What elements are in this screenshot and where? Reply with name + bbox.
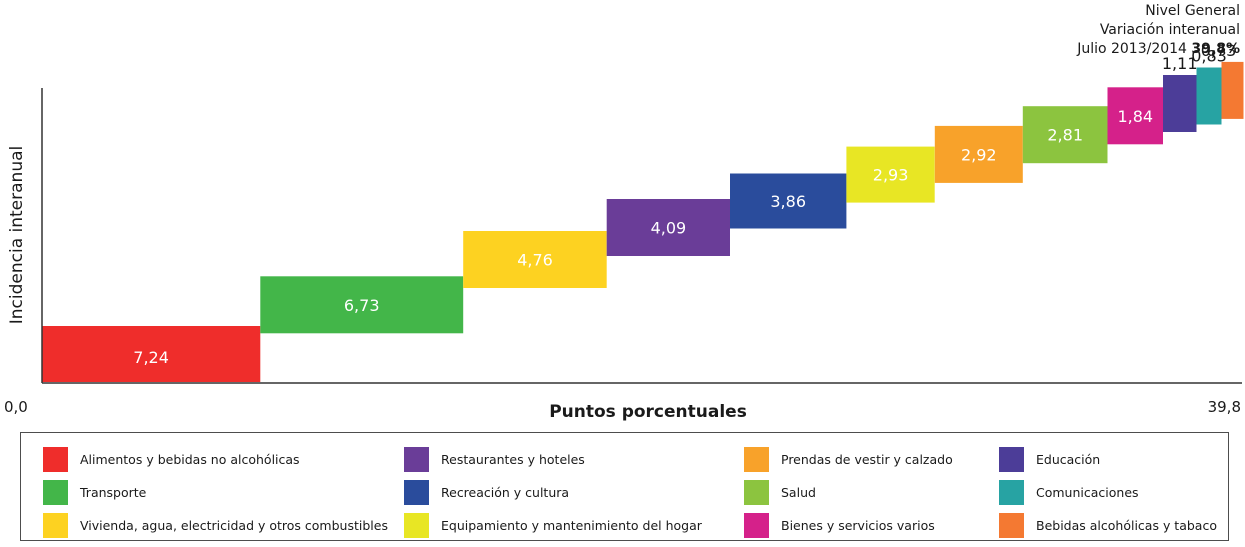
- bar-value-label-10: 1,11: [1162, 54, 1198, 73]
- legend-label: Alimentos y bebidas no alcohólicas: [80, 452, 300, 467]
- bar-10: [1163, 75, 1197, 132]
- header-line-3: Julio 2013/2014 39,8%: [1077, 40, 1240, 59]
- bar-4: [606, 199, 730, 256]
- legend: Alimentos y bebidas no alcohólicas Restau…: [20, 432, 1229, 541]
- legend-label: Vivienda, agua, electricidad y otros com…: [80, 518, 388, 533]
- bar-1: [42, 326, 261, 382]
- legend-label: Equipamiento y mantenimiento del hogar: [441, 518, 702, 533]
- bars-group: 7,24 6,73 4,76 4,09 3,86 2,93 2,92 2,81 1,84 1,11…: [42, 41, 1244, 382]
- legend-label: Educación: [1036, 452, 1101, 467]
- header-line-2: Variación interanual: [1099, 22, 1240, 38]
- legend-label: Recreación y cultura: [441, 485, 570, 500]
- bar-value-label-8: 2,81: [1047, 126, 1083, 145]
- legend-item: Educación: [999, 447, 1100, 472]
- legend-item: Recreación y cultura: [404, 480, 569, 505]
- bar-value-label-4: 4,09: [651, 219, 687, 238]
- legend-swatch: [744, 513, 769, 538]
- total-variation-value: 39,8%: [1191, 41, 1240, 57]
- legend-label: Bebidas alcohólicas y tabaco: [1036, 518, 1217, 533]
- bar-5: [730, 173, 847, 229]
- x-tick-start: 0,0: [4, 398, 28, 416]
- bar-8: [1022, 106, 1108, 164]
- bar-value-label-2: 6,73: [344, 296, 380, 315]
- legend-item: Vivienda, agua, electricidad y otros com…: [43, 513, 388, 538]
- legend-item: Salud: [744, 480, 816, 505]
- bar-value-label-7: 2,92: [961, 145, 997, 164]
- legend-swatch: [43, 480, 68, 505]
- legend-item: Bebidas alcohólicas y tabaco: [999, 513, 1217, 538]
- legend-item: Bienes y servicios varios: [744, 513, 935, 538]
- legend-swatch: [43, 513, 68, 538]
- legend-label: Salud: [781, 485, 816, 500]
- legend-swatch: [999, 513, 1024, 538]
- bar-value-label-5: 3,86: [770, 192, 806, 211]
- bar-7: [934, 125, 1023, 183]
- legend-item: Alimentos y bebidas no alcohólicas: [43, 447, 300, 472]
- y-axis-title: Incidencia interanual: [7, 146, 27, 325]
- period-label: Julio 2013/2014: [1077, 41, 1187, 57]
- bar-value-label-9: 1,84: [1117, 107, 1153, 126]
- bar-3: [463, 231, 607, 288]
- bar-9: [1107, 87, 1163, 145]
- bar-11: [1196, 67, 1222, 125]
- legend-swatch: [999, 480, 1024, 505]
- bar-value-label-12: 0,73: [1201, 41, 1237, 60]
- legend-label: Prendas de vestir y calzado: [781, 452, 953, 467]
- legend-item: Transporte: [43, 480, 146, 505]
- header-line-1: Nivel General: [1145, 3, 1240, 19]
- legend-item: Restaurantes y hoteles: [404, 447, 585, 472]
- bar-value-label-1: 7,24: [133, 348, 169, 367]
- waterfall-chart: 7,24 6,73 4,76 4,09 3,86 2,93 2,92 2,81 1,84 1,11…: [4, 41, 1244, 422]
- bar-6: [846, 146, 935, 203]
- x-tick-end: 39,8: [1208, 398, 1241, 416]
- bar-value-label-3: 4,76: [517, 251, 553, 270]
- legend-swatch: [404, 480, 429, 505]
- legend-swatch: [999, 447, 1024, 472]
- legend-item: Prendas de vestir y calzado: [744, 447, 953, 472]
- legend-label: Restaurantes y hoteles: [441, 452, 585, 467]
- legend-label: Comunicaciones: [1036, 485, 1139, 500]
- legend-swatch: [744, 447, 769, 472]
- legend-item: Comunicaciones: [999, 480, 1139, 505]
- bar-value-label-6: 2,93: [873, 166, 909, 185]
- legend-swatch: [744, 480, 769, 505]
- bar-value-label-11: 0,83: [1191, 47, 1227, 66]
- legend-label: Transporte: [80, 485, 147, 500]
- bar-12: [1221, 61, 1244, 119]
- legend-item: Equipamiento y mantenimiento del hogar: [404, 513, 702, 538]
- legend-swatch: [404, 447, 429, 472]
- legend-swatch: [43, 447, 68, 472]
- bar-2: [260, 276, 464, 334]
- legend-label: Bienes y servicios varios: [781, 518, 935, 533]
- legend-swatch: [404, 513, 429, 538]
- x-axis-title: Puntos porcentuales: [549, 402, 747, 422]
